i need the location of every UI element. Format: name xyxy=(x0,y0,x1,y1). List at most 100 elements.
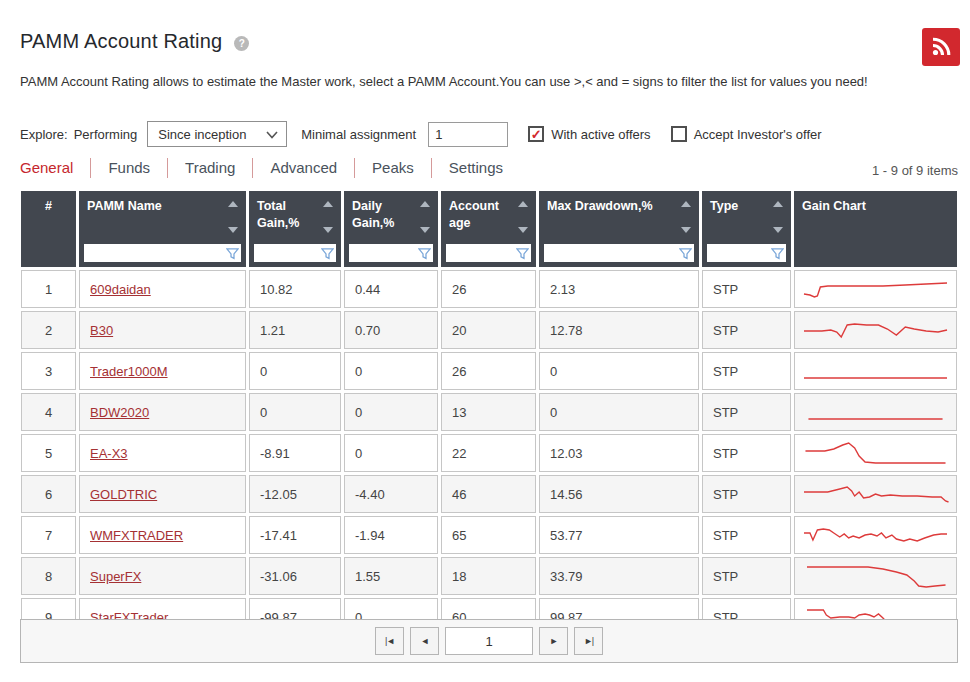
type-cell: STP xyxy=(702,311,791,349)
pamm-name-link[interactable]: B30 xyxy=(90,323,113,338)
account-age-cell: 22 xyxy=(441,434,536,472)
filter-input-daily-gain[interactable] xyxy=(349,246,418,260)
pamm-name-cell: WMFXTRADER xyxy=(79,516,246,554)
period-select-value: Since inception xyxy=(158,127,246,142)
sort-asc-icon[interactable] xyxy=(420,201,430,207)
tab-general[interactable]: General xyxy=(20,158,91,178)
type-cell: STP xyxy=(702,475,791,513)
pamm-name-cell: Trader1000M xyxy=(79,352,246,390)
pamm-name-link[interactable]: GOLDTRIC xyxy=(90,487,157,502)
filter-funnel-icon[interactable] xyxy=(321,247,334,260)
pamm-name-cell: BDW2020 xyxy=(79,393,246,431)
sort-desc-icon[interactable] xyxy=(681,227,691,233)
sort-asc-icon[interactable] xyxy=(681,201,691,207)
pamm-name-link[interactable]: WMFXTRADER xyxy=(90,528,183,543)
page-number-input[interactable] xyxy=(445,627,533,655)
explore-label: Explore: xyxy=(20,127,68,142)
tabs: General Funds Trading Advanced Peaks Set… xyxy=(20,158,520,178)
filter-funnel-icon[interactable] xyxy=(418,247,431,260)
pamm-name-cell: GOLDTRIC xyxy=(79,475,246,513)
pamm-name-link[interactable]: SuperFX xyxy=(90,569,141,584)
pamm-name-cell: EA-X3 xyxy=(79,434,246,472)
accept-investors-offer-checkbox[interactable] xyxy=(671,126,687,142)
filter-funnel-icon[interactable] xyxy=(226,247,239,260)
table-row: 5 EA-X3 -8.91 0 22 12.03 STP xyxy=(21,434,957,472)
help-icon[interactable]: ? xyxy=(234,36,249,51)
rank-cell: 1 xyxy=(21,270,76,308)
gain-sparkline xyxy=(801,438,950,468)
gain-sparkline xyxy=(801,397,950,427)
total-gain-cell: 10.82 xyxy=(249,270,341,308)
sort-desc-icon[interactable] xyxy=(420,227,430,233)
pamm-name-cell: 609daidan xyxy=(79,270,246,308)
total-gain-cell: -8.91 xyxy=(249,434,341,472)
pamm-name-link[interactable]: Trader1000M xyxy=(90,364,168,379)
total-gain-cell: -12.05 xyxy=(249,475,341,513)
sort-asc-icon[interactable] xyxy=(228,201,238,207)
gain-sparkline xyxy=(801,274,950,304)
title-row: PAMM Account Rating ? xyxy=(20,30,249,53)
daily-gain-cell: 1.55 xyxy=(344,557,438,595)
filter-box xyxy=(446,244,531,262)
daily-gain-cell: 0 xyxy=(344,352,438,390)
filter-funnel-icon[interactable] xyxy=(679,247,692,260)
gain-sparkline xyxy=(801,356,950,386)
max-drawdown-cell: 12.78 xyxy=(539,311,699,349)
next-page-button[interactable]: ► xyxy=(539,627,568,655)
max-drawdown-cell: 0 xyxy=(539,393,699,431)
tab-peaks[interactable]: Peaks xyxy=(355,158,432,178)
with-active-offers-option[interactable]: With active offers xyxy=(528,126,650,142)
filter-box xyxy=(707,244,786,262)
pamm-name-link[interactable]: EA-X3 xyxy=(90,446,128,461)
type-cell: STP xyxy=(702,393,791,431)
with-active-offers-checkbox[interactable] xyxy=(528,126,544,142)
sort-desc-icon[interactable] xyxy=(323,227,333,233)
minimal-assignment-input[interactable] xyxy=(428,122,508,147)
sort-asc-icon[interactable] xyxy=(773,201,783,207)
sort-desc-icon[interactable] xyxy=(773,227,783,233)
gain-chart-cell xyxy=(794,475,957,513)
filter-box xyxy=(349,244,433,262)
period-select[interactable]: Since inception xyxy=(147,121,287,147)
pamm-name-link[interactable]: 609daidan xyxy=(90,282,151,297)
col-header-account-age[interactable]: Account age xyxy=(441,191,536,267)
tab-funds[interactable]: Funds xyxy=(91,158,168,178)
filter-input-total-gain[interactable] xyxy=(254,246,321,260)
accept-investors-offer-label: Accept Investor's offer xyxy=(694,127,822,142)
sort-asc-icon[interactable] xyxy=(518,201,528,207)
filter-input-account-age[interactable] xyxy=(446,246,516,260)
col-header-type[interactable]: Type xyxy=(702,191,791,267)
rank-cell: 5 xyxy=(21,434,76,472)
performing-label: Performing xyxy=(74,127,138,142)
rank-cell: 7 xyxy=(21,516,76,554)
sort-desc-icon[interactable] xyxy=(228,227,238,233)
filter-input-type[interactable] xyxy=(707,246,771,260)
filter-input-pamm-name[interactable] xyxy=(84,246,226,260)
tab-settings[interactable]: Settings xyxy=(432,158,520,178)
rss-icon[interactable] xyxy=(922,28,960,66)
previous-page-button[interactable]: ◄ xyxy=(410,627,439,655)
col-header-daily-gain[interactable]: Daily Gain,% xyxy=(344,191,438,267)
rating-table-wrap: # PAMM Name Total Gain,% xyxy=(18,188,960,639)
filter-funnel-icon[interactable] xyxy=(516,247,529,260)
minimal-assignment-label: Minimal assignment xyxy=(301,127,416,142)
filter-funnel-icon[interactable] xyxy=(771,247,784,260)
rank-cell: 6 xyxy=(21,475,76,513)
col-header-total-gain[interactable]: Total Gain,% xyxy=(249,191,341,267)
total-gain-cell: 0 xyxy=(249,393,341,431)
col-header-pamm-name[interactable]: PAMM Name xyxy=(79,191,246,267)
first-page-button[interactable]: |◄ xyxy=(375,627,404,655)
filter-input-max-drawdown[interactable] xyxy=(544,246,679,260)
last-page-button[interactable]: ►| xyxy=(574,627,603,655)
col-header-max-drawdown[interactable]: Max Drawdown,% xyxy=(539,191,699,267)
page-title: PAMM Account Rating xyxy=(20,30,222,53)
sort-asc-icon[interactable] xyxy=(323,201,333,207)
tab-trading[interactable]: Trading xyxy=(168,158,253,178)
daily-gain-cell: 0.70 xyxy=(344,311,438,349)
accept-investors-offer-option[interactable]: Accept Investor's offer xyxy=(671,126,822,142)
pamm-name-link[interactable]: BDW2020 xyxy=(90,405,149,420)
sort-desc-icon[interactable] xyxy=(518,227,528,233)
tab-advanced[interactable]: Advanced xyxy=(253,158,355,178)
max-drawdown-cell: 14.56 xyxy=(539,475,699,513)
pamm-name-cell: B30 xyxy=(79,311,246,349)
